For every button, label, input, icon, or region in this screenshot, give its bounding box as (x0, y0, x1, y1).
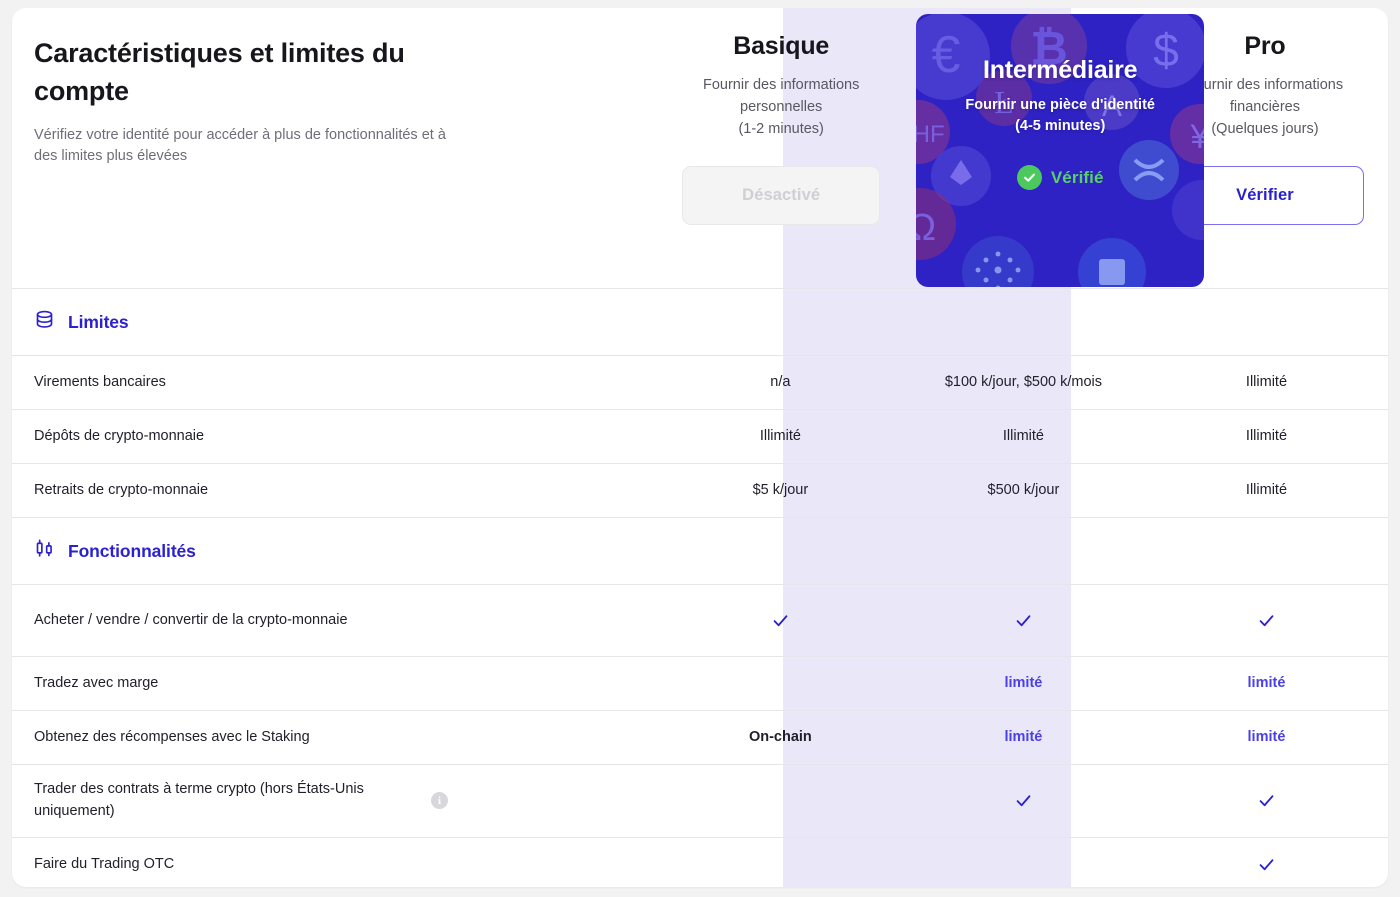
cell-pro: Illimité (1245, 481, 1288, 498)
verified-label: Vérifié (1050, 167, 1104, 187)
featured-plan-content: Intermédiaire Fournir une pièce d'identi… (916, 56, 1204, 191)
row-label: Acheter / vendre / convertir de la crypt… (12, 585, 659, 656)
table-row: Dépôts de crypto-monnaie Illimité Illimi… (12, 410, 1388, 464)
cell-pro (1145, 585, 1388, 656)
plan-action-basic: Désactivé (682, 166, 881, 226)
cell-intermediate: limité (1004, 674, 1043, 691)
cell-basic (659, 838, 902, 888)
check-circle-icon (1016, 165, 1042, 191)
plan-name-pro: Pro (1244, 32, 1286, 60)
svg-text:¥: ¥ (1190, 118, 1204, 156)
row-label: Tradez avec marge (12, 657, 659, 710)
svg-text:$: $ (1153, 24, 1179, 76)
plan-description-basic: Fournir des informations personnelles (1… (702, 77, 860, 137)
plan-column-intermediate: € ₿ $ Ł A (904, 8, 1205, 288)
plan-name-intermediate: Intermédiaire (982, 56, 1138, 84)
cell-basic: On-chain (748, 728, 812, 745)
plan-name-basic: Basique (733, 32, 830, 60)
plan-description-intermediate: Fournir une pièce d'identité (4-5 minute… (965, 97, 1155, 135)
comparison-grid: Caractéristiques et limites du compte Vé… (12, 8, 1388, 887)
verified-status: Vérifié (1016, 165, 1104, 191)
table-row: Obtenez des récompenses avec le Staking … (12, 711, 1388, 765)
page-subtitle: Vérifiez votre identité pour accéder à p… (34, 126, 446, 165)
row-label: Retraits de crypto-monnaie (12, 464, 659, 517)
svg-text:₿: ₿ (1030, 22, 1068, 74)
table-row: Trader des contrats à terme crypto (hors… (12, 765, 1388, 838)
row-label-text: Obtenez des récompenses avec le Staking (34, 728, 310, 745)
cell-intermediate: Illimité (1002, 427, 1044, 444)
cell-intermediate (902, 838, 1145, 888)
svg-text:CHF: CHF (916, 121, 945, 148)
check-icon (773, 615, 788, 627)
crypto-coins-decoration-icon: € ₿ $ Ł A (916, 14, 1205, 287)
plan-column-basic: Basique Fournir des informations personn… (658, 8, 904, 288)
cell-intermediate: $500 k/jour (987, 481, 1060, 498)
row-label: Faire du Trading OTC (12, 838, 659, 888)
section-label-features: Fonctionnalités (68, 540, 196, 561)
check-icon (1259, 859, 1274, 871)
row-label-text: Retraits de crypto-monnaie (34, 481, 209, 498)
row-label-text: Virements bancaires (34, 373, 166, 390)
cell-basic: n/a (770, 373, 791, 390)
table-row: Acheter / vendre / convertir de la crypt… (12, 585, 1388, 657)
table-row: Tradez avec marge limité limité (12, 657, 1388, 711)
cell-intermediate: $100 k/jour, $500 k/mois (944, 373, 1103, 390)
svg-text:Ω: Ω (916, 207, 936, 249)
cell-intermediate: limité (1004, 728, 1043, 745)
section-header-limits: Limites (12, 289, 1388, 356)
section-header-limits-cell: Limites (12, 309, 663, 335)
cell-basic: Illimité (759, 427, 801, 444)
section-header-features-cell: Fonctionnalités (12, 538, 663, 564)
svg-text:A: A (1102, 90, 1122, 123)
cell-basic (659, 585, 902, 656)
row-label: Trader des contrats à terme crypto (hors… (12, 765, 659, 837)
candlestick-chart-icon (34, 538, 55, 564)
cell-pro: Illimité (1245, 427, 1288, 444)
section-header-features: Fonctionnalités (12, 518, 1388, 585)
row-label-text: Faire du Trading OTC (34, 855, 175, 872)
row-label: Obtenez des récompenses avec le Staking (12, 711, 659, 764)
row-label: Dépôts de crypto-monnaie (12, 410, 659, 463)
info-icon[interactable]: i (431, 792, 448, 810)
row-label: Virements bancaires (12, 356, 659, 409)
cell-basic: $5 k/jour (752, 481, 809, 498)
row-label-text: Tradez avec marge (34, 674, 159, 691)
cell-pro: limité (1247, 674, 1286, 691)
check-icon (1016, 615, 1031, 627)
svg-text:Ł: Ł (994, 84, 1014, 120)
cell-pro (1145, 765, 1388, 837)
cell-basic (659, 657, 902, 710)
cell-basic (659, 765, 902, 837)
header-description-cell: Caractéristiques et limites du compte Vé… (12, 8, 658, 288)
section-label-limits: Limites (68, 311, 129, 332)
check-icon (1259, 795, 1274, 807)
row-label-text: Trader des contrats à terme crypto (hors… (34, 781, 364, 819)
table-row: Faire du Trading OTC (12, 838, 1388, 888)
cell-intermediate (902, 585, 1145, 656)
svg-text:€: € (932, 26, 961, 84)
table-row: Retraits de crypto-monnaie $5 k/jour $50… (12, 464, 1388, 518)
table-row: Virements bancaires n/a $100 k/jour, $50… (12, 356, 1388, 410)
account-limits-card: Caractéristiques et limites du compte Vé… (12, 8, 1388, 887)
cell-pro: limité (1247, 728, 1286, 745)
featured-plan-card: € ₿ $ Ł A (916, 14, 1205, 287)
coins-stack-icon (34, 309, 55, 335)
check-icon (1259, 615, 1274, 627)
disabled-button: Désactivé (682, 166, 881, 226)
plans-header-row: Caractéristiques et limites du compte Vé… (12, 8, 1388, 289)
cell-intermediate (902, 765, 1145, 837)
page-title: Caractéristiques et limites du compte (34, 38, 405, 107)
plan-description-pro: Fournir des informations financières (Qu… (1186, 77, 1344, 137)
check-icon (1016, 795, 1031, 807)
cell-pro (1145, 838, 1388, 888)
row-label-text: Dépôts de crypto-monnaie (34, 427, 205, 444)
row-label-text: Acheter / vendre / convertir de la crypt… (34, 611, 348, 628)
cell-pro: Illimité (1245, 373, 1288, 390)
